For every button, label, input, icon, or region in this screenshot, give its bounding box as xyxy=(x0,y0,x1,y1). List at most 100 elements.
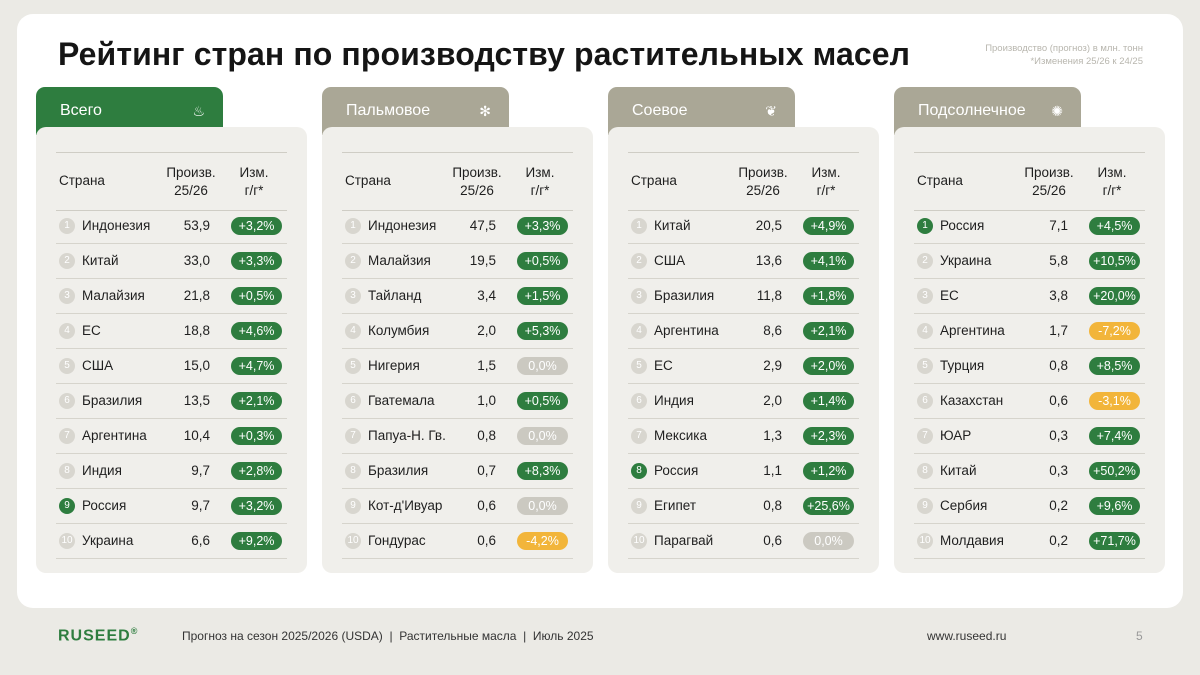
country-name: ЕС xyxy=(940,288,959,303)
table-row: 3 Тайланд 3,4 +1,5% xyxy=(342,279,573,314)
production-value: 0,8 xyxy=(1049,358,1068,373)
column-header-change: Изм. г/г* xyxy=(806,164,846,200)
rank-badge: 4 xyxy=(917,323,933,339)
change-badge: +7,4% xyxy=(1089,427,1140,445)
change-badge: +71,7% xyxy=(1089,532,1140,550)
table-row: 3 ЕС 3,8 +20,0% xyxy=(914,279,1145,314)
change-badge: +10,5% xyxy=(1089,252,1140,270)
table-rows: 1 Индонезия 53,9 +3,2% 2 Китай 33,0 +3,3% 3 Малай… xyxy=(56,209,287,559)
oil-card-1: Пальмовое ✻ Страна Произв. 25/26 Изм. г/г* 1 Инд… xyxy=(322,87,593,573)
production-value: 5,8 xyxy=(1049,253,1068,268)
rank-badge: 1 xyxy=(631,218,647,234)
footer-info: Прогноз на сезон 2025/2026 (USDA) | Раст… xyxy=(182,629,594,643)
change-badge: 0,0% xyxy=(517,497,568,515)
rank-badge: 7 xyxy=(59,428,75,444)
table-panel: Страна Произв. 25/26 Изм. г/г* 1 Индонезия 53,9… xyxy=(36,127,307,573)
country-name: ЕС xyxy=(654,358,673,373)
change-badge: +4,6% xyxy=(231,322,282,340)
rank-badge: 6 xyxy=(631,393,647,409)
country-name: Бразилия xyxy=(368,463,429,478)
brand-logo[interactable]: RUSEED® xyxy=(58,626,138,645)
production-value: 19,5 xyxy=(469,253,496,268)
production-value: 3,4 xyxy=(477,288,496,303)
table-row: 4 Аргентина 1,7 -7,2% xyxy=(914,314,1145,349)
table-row: 10 Гондурас 0,6 -4,2% xyxy=(342,524,573,559)
tab-label: Подсолнечное xyxy=(918,102,1026,119)
rank-badge: 9 xyxy=(345,498,361,514)
production-value: 0,3 xyxy=(1049,428,1068,443)
country-name: Парагвай xyxy=(654,533,714,548)
production-value: 47,5 xyxy=(469,218,496,233)
country-name: Малайзия xyxy=(82,288,145,303)
rank-badge: 7 xyxy=(917,428,933,444)
country-name: Индия xyxy=(82,463,122,478)
table-row: 4 ЕС 18,8 +4,6% xyxy=(56,314,287,349)
table-row: 4 Аргентина 8,6 +2,1% xyxy=(628,314,859,349)
production-value: 1,0 xyxy=(477,393,496,408)
rank-badge: 9 xyxy=(917,498,933,514)
table-row: 7 Папуа-Н. Гв. 0,8 0,0% xyxy=(342,419,573,454)
changes-note-line: *Изменения 25/26 к 24/25 xyxy=(1030,56,1143,67)
oil-bottle-icon: ♨ xyxy=(192,103,205,119)
table-rows: 1 Китай 20,5 +4,9% 2 США 13,6 +4,1% 3 Бразилия 11,… xyxy=(628,209,859,559)
column-header-production: Произв. 25/26 xyxy=(1018,164,1080,200)
table-row: 2 Китай 33,0 +3,3% xyxy=(56,244,287,279)
table-row: 10 Украина 6,6 +9,2% xyxy=(56,524,287,559)
rank-badge: 8 xyxy=(917,463,933,479)
change-badge: +50,2% xyxy=(1089,462,1140,480)
country-name: Россия xyxy=(654,463,699,478)
production-value: 0,6 xyxy=(763,533,782,548)
rank-badge: 1 xyxy=(917,218,933,234)
production-value: 3,8 xyxy=(1049,288,1068,303)
table-header: Страна Произв. 25/26 Изм. г/г* xyxy=(628,152,859,211)
country-name: Колумбия xyxy=(368,323,430,338)
table-row: 1 Китай 20,5 +4,9% xyxy=(628,209,859,244)
country-name: Индонезия xyxy=(82,218,151,233)
change-badge: -4,2% xyxy=(517,532,568,550)
tab-label: Соевое xyxy=(632,102,688,119)
country-name: Турция xyxy=(940,358,985,373)
rank-badge: 4 xyxy=(345,323,361,339)
rank-badge: 5 xyxy=(345,358,361,374)
table-row: 8 Бразилия 0,7 +8,3% xyxy=(342,454,573,489)
country-name: Китай xyxy=(940,463,977,478)
palm-icon: ✻ xyxy=(479,103,491,119)
country-name: Казахстан xyxy=(940,393,1004,408)
country-name: Аргентина xyxy=(82,428,147,443)
header-line: Произв. xyxy=(1024,165,1074,180)
header-line: 25/26 xyxy=(460,183,494,198)
change-badge: +3,3% xyxy=(231,252,282,270)
production-value: 0,8 xyxy=(763,498,782,513)
country-name: Тайланд xyxy=(368,288,422,303)
change-badge: +1,2% xyxy=(803,462,854,480)
production-value: 1,1 xyxy=(763,463,782,478)
table-header: Страна Произв. 25/26 Изм. г/г* xyxy=(914,152,1145,211)
column-header-country: Страна xyxy=(917,173,963,188)
change-badge: +4,9% xyxy=(803,217,854,235)
table-row: 8 Россия 1,1 +1,2% xyxy=(628,454,859,489)
header-line: 25/26 xyxy=(746,183,780,198)
production-value: 1,3 xyxy=(763,428,782,443)
change-badge: +4,5% xyxy=(1089,217,1140,235)
country-name: Украина xyxy=(940,253,992,268)
rank-badge: 8 xyxy=(59,463,75,479)
change-badge: +25,6% xyxy=(803,497,854,515)
production-value: 0,6 xyxy=(477,533,496,548)
change-badge: +0,5% xyxy=(517,252,568,270)
table-row: 3 Бразилия 11,8 +1,8% xyxy=(628,279,859,314)
table-row: 8 Индия 9,7 +2,8% xyxy=(56,454,287,489)
table-row: 6 Казахстан 0,6 -3,1% xyxy=(914,384,1145,419)
rank-badge: 2 xyxy=(59,253,75,269)
rank-badge: 6 xyxy=(345,393,361,409)
rank-badge: 1 xyxy=(345,218,361,234)
change-badge: -7,2% xyxy=(1089,322,1140,340)
header-line: Произв. xyxy=(452,165,502,180)
units-note: Производство (прогноз) в млн. тонн *Изме… xyxy=(985,42,1143,68)
change-badge: +3,2% xyxy=(231,497,282,515)
footer-url-link[interactable]: www.ruseed.ru xyxy=(927,629,1007,643)
production-value: 13,6 xyxy=(755,253,782,268)
production-value: 9,7 xyxy=(191,463,210,478)
production-value: 2,9 xyxy=(763,358,782,373)
production-value: 18,8 xyxy=(183,323,210,338)
header-line: г/г* xyxy=(816,183,836,198)
